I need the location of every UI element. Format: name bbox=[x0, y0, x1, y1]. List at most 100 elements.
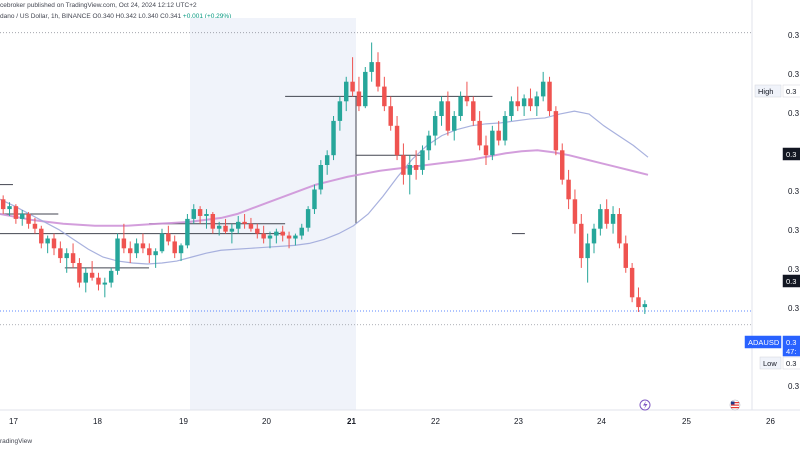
candle-body bbox=[509, 101, 514, 116]
candle-body bbox=[299, 227, 304, 236]
candle-body bbox=[166, 233, 171, 242]
candle-body bbox=[445, 101, 451, 131]
candle-body bbox=[128, 248, 133, 254]
time-tick-label: 18 bbox=[93, 417, 102, 426]
candle-body bbox=[515, 101, 520, 107]
us-flag-icon[interactable] bbox=[729, 399, 741, 411]
candle-body bbox=[337, 101, 343, 121]
candle-body bbox=[426, 135, 432, 151]
candle-body bbox=[242, 221, 247, 224]
candle-body bbox=[147, 248, 152, 256]
candle-body bbox=[610, 214, 616, 224]
candle-body bbox=[312, 189, 317, 210]
candle-body bbox=[7, 206, 12, 210]
candle-body bbox=[331, 120, 336, 156]
candle-body bbox=[45, 238, 50, 244]
candle-body bbox=[216, 225, 222, 229]
candle-body bbox=[229, 228, 235, 232]
time-tick-label: 17 bbox=[9, 417, 18, 426]
time-tick-label: 19 bbox=[179, 417, 188, 426]
price-tick-label: 0.3 bbox=[788, 382, 800, 391]
brand-footer: radingView bbox=[0, 438, 33, 445]
marker-value-text: 0.3 bbox=[786, 359, 796, 368]
candle-body bbox=[344, 81, 349, 102]
candle-body bbox=[51, 238, 57, 249]
ma-slow-line bbox=[0, 149, 649, 227]
candle-body bbox=[401, 155, 406, 175]
candle-body bbox=[32, 223, 38, 229]
candles bbox=[0, 42, 648, 314]
ohlc-change: +0.001 (+0.29%) bbox=[182, 13, 232, 20]
price-tick-label: 0.3 bbox=[788, 109, 800, 118]
lightning-icon[interactable] bbox=[639, 399, 651, 411]
candle-body bbox=[102, 282, 108, 285]
candle-body bbox=[553, 111, 559, 151]
candle-body bbox=[274, 231, 279, 236]
candle-body bbox=[458, 96, 463, 116]
candle-body bbox=[191, 209, 196, 219]
candle-body bbox=[528, 98, 533, 107]
marker-value-text: 0.3 bbox=[786, 338, 796, 347]
ohlc-open: O0.340 bbox=[92, 13, 114, 20]
candle-body bbox=[293, 235, 298, 239]
candle-body bbox=[248, 223, 254, 229]
ma-fast-line bbox=[0, 110, 649, 265]
time-tick-label: 25 bbox=[682, 417, 691, 426]
candle-body bbox=[369, 62, 374, 72]
candle-body bbox=[598, 209, 603, 229]
candle-body bbox=[407, 165, 412, 175]
candle-body bbox=[623, 243, 628, 268]
time-tick-label: 24 bbox=[597, 417, 606, 426]
candle-body bbox=[236, 221, 241, 229]
candle-body bbox=[432, 116, 438, 136]
marker-value-text: 0.3 bbox=[786, 87, 796, 96]
candle-body bbox=[585, 243, 590, 259]
candle-body bbox=[210, 214, 216, 229]
marker-tag-text: Low bbox=[763, 359, 777, 368]
candle-body bbox=[452, 116, 457, 131]
candle-body bbox=[534, 96, 540, 107]
ohlc-low: L0.340 bbox=[138, 13, 159, 20]
marker-value-box bbox=[782, 274, 800, 288]
candle-body bbox=[108, 270, 114, 283]
time-tick-label: 21 bbox=[347, 417, 356, 426]
candle-body bbox=[629, 267, 635, 298]
candle-body bbox=[96, 277, 101, 285]
candle-body bbox=[490, 130, 495, 156]
price-tick-label: 0.3 bbox=[788, 31, 800, 40]
candle-body bbox=[121, 238, 127, 249]
candle-body bbox=[604, 209, 609, 224]
candle-body bbox=[560, 150, 565, 180]
candle-body bbox=[356, 91, 362, 107]
candle-body bbox=[496, 130, 501, 141]
ohlc-high: H0.342 bbox=[115, 13, 137, 20]
candle-body bbox=[64, 253, 69, 259]
symbol-name: dano / US Dollar, 1h, BINANCE bbox=[0, 13, 91, 20]
candle-body bbox=[261, 233, 266, 239]
candle-body bbox=[159, 233, 165, 252]
price-tick-label: 0.3 bbox=[788, 70, 800, 79]
candle-body bbox=[483, 145, 489, 156]
time-tick-label: 20 bbox=[262, 417, 271, 426]
marker-sub-text: 47: bbox=[786, 347, 796, 356]
marker-value-text: 0.3 bbox=[786, 277, 796, 286]
candle-body bbox=[382, 86, 387, 107]
marker-tag-text: ADAUSD bbox=[748, 338, 780, 347]
candle-body bbox=[280, 231, 285, 236]
marker-value-text: 0.3 bbox=[786, 150, 796, 159]
candle-body bbox=[566, 179, 571, 200]
candle-body bbox=[26, 214, 31, 224]
marker-tag-text: High bbox=[758, 87, 773, 96]
candle-body bbox=[77, 263, 82, 283]
candle-body bbox=[197, 209, 203, 216]
candle-body bbox=[318, 165, 324, 190]
candle-body bbox=[572, 199, 578, 224]
ohlc-close: C0.341 bbox=[160, 13, 182, 20]
symbol-line: dano / US Dollar, 1h, BINANCE O0.340 H0.… bbox=[0, 13, 231, 20]
candle-body bbox=[642, 304, 648, 308]
candle-body bbox=[477, 120, 482, 146]
candle-body bbox=[134, 243, 139, 254]
